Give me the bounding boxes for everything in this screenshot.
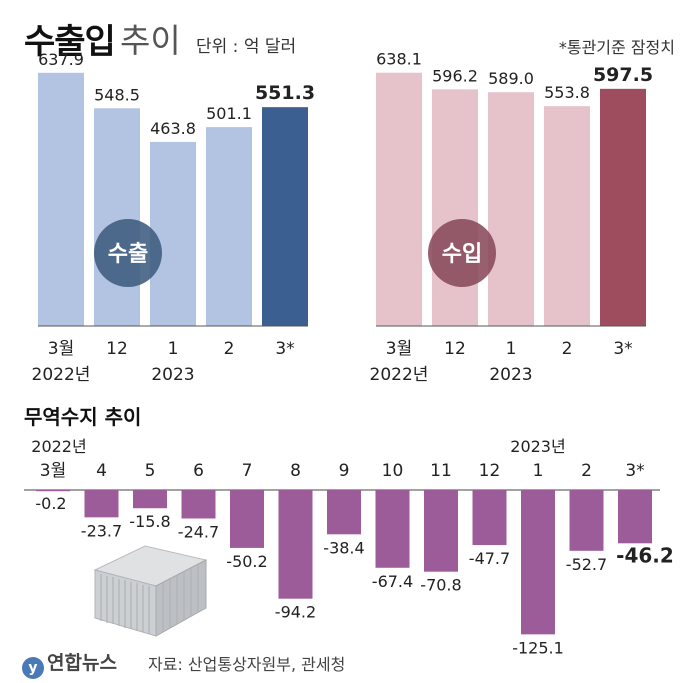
logo: y 연합뉴스 [22,648,117,679]
0-tick-label: 2 [224,339,235,359]
1-value-label: 597.5 [593,64,653,86]
chart-title-sub: 추이 [120,21,181,60]
2-tick-label: 6 [193,461,204,481]
logo-text: 연합뉴스 [47,652,117,674]
1-badge-label: 수입 [442,242,482,267]
2-value-label: -0.2 [35,494,66,513]
1-tick-label: 2 [562,339,573,359]
2-value-label: -50.2 [226,552,267,571]
2-bar [618,490,652,544]
2-value-label: -47.7 [469,549,510,568]
2-bar [521,490,555,635]
0-bar [94,108,140,326]
0-bar [206,127,252,327]
2-value-label: -94.2 [275,603,316,622]
source-label: 자료: 산업통상자원부, 관세청 [148,655,346,674]
1-bar [600,88,646,326]
1-badge [428,219,496,287]
0-value-label: 637.9 [38,50,84,69]
0-badge [94,219,162,287]
2-tick-label: 3월 [40,461,66,481]
2-bar [327,490,361,535]
2-value-label: -67.4 [372,572,413,591]
2-tick-label: 4 [96,461,107,481]
0-badge-label: 수출 [108,242,148,267]
0-value-label: 548.5 [94,85,140,104]
unit-label: 단위 : 억 달러 [196,37,297,57]
2-bar [84,490,119,518]
1-tick-label: 12 [444,339,466,359]
logo-mark-icon: y [22,657,44,679]
1-bar [488,92,534,326]
1-value-label: 553.8 [544,83,590,102]
0-tick-label: 3* [275,339,294,359]
2-tick-label: 5 [145,461,156,481]
1-bar [544,106,590,327]
1-value-label: 589.0 [488,69,534,88]
2-tick-label: 8 [290,461,301,481]
shipping-container-icon [93,545,208,637]
2-tick-label: 3* [625,461,644,481]
1-tick-label: 1 [506,339,517,359]
2-bar [569,490,604,551]
0-year-label: 2022년 [32,365,91,385]
0-value-label: 551.3 [255,82,315,104]
1-bar [376,72,422,326]
2-tick-label: 9 [339,461,350,481]
0-value-label: 501.1 [206,104,252,123]
2-value-label: -70.8 [420,576,461,595]
2-tick-label: 2 [581,461,592,481]
2-bar [424,490,458,572]
export-chart: 637.9 3월 2022년 548.5 12 463.8 1 2023 501.1 2 551.3… [32,50,316,385]
footnote: *통관기준 잠정치 [558,38,675,57]
0-bar [262,107,308,327]
0-tick-label: 1 [168,339,179,359]
2-value-label: -46.2 [616,543,674,567]
1-year-label: 2022년 [370,365,429,385]
0-value-label: 463.8 [150,119,196,138]
2-year-label: 2022년 [31,437,86,456]
trade-balance-chart: 무역수지 추이 3월 -0.2 4 -23.7 5 -15.8 6 -24.7 7 -50.2 8 -… [24,405,674,657]
2-tick-label: 11 [430,461,452,481]
0-tick-label: 12 [106,339,128,359]
2-value-label: -15.8 [129,512,170,531]
2-bar [472,490,507,546]
2-bar [278,490,313,599]
trade-balance-title: 무역수지 추이 [24,405,141,429]
0-year-label: 2023 [151,365,194,385]
2-bar [133,490,167,509]
0-tick-label: 3월 [48,339,74,359]
2-value-label: -125.1 [512,638,564,657]
header: 수출입 추이 단위 : 억 달러 *통관기준 잠정치 [0,0,699,70]
1-year-label: 2023 [489,365,532,385]
2-bar [375,490,410,568]
2-tick-label: 10 [382,461,404,481]
1-value-label: 596.2 [432,66,478,85]
2-value-label: -23.7 [81,521,122,540]
1-tick-label: 3월 [386,339,412,359]
0-bar [38,72,84,327]
2-tick-label: 12 [479,461,501,481]
chart-title: 수출입 [24,22,116,62]
2-tick-label: 1 [533,461,544,481]
import-chart: 638.1 3월 2022년 596.2 12 589.0 1 2023 553.8 2 597.5… [370,50,654,385]
2-bar [230,490,264,548]
1-value-label: 638.1 [376,50,422,69]
2-value-label: -52.7 [566,555,607,574]
2-year-label: 2023년 [510,437,565,456]
2-value-label: -38.4 [323,538,364,557]
2-bar [181,490,216,519]
2-bar [36,490,70,492]
1-tick-label: 3* [613,339,632,359]
0-bar [150,141,196,326]
2-tick-label: 7 [242,461,253,481]
1-bar [432,89,478,326]
2-value-label: -24.7 [178,523,219,542]
